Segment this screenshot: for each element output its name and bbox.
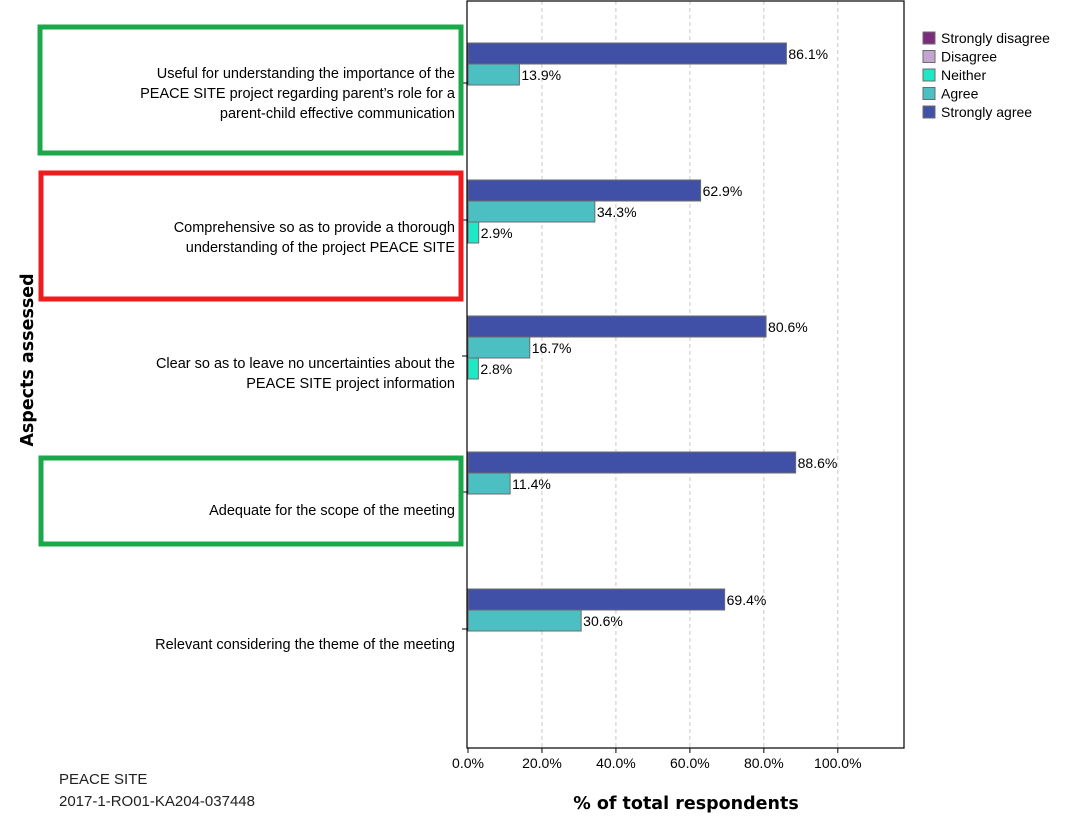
bar <box>467 336 531 359</box>
x-tick-label: 60.0% <box>670 755 710 771</box>
highlight-box-green <box>38 455 464 547</box>
x-tick-label: 80.0% <box>744 755 784 771</box>
bar <box>467 63 520 86</box>
x-tick-label: 0.0% <box>452 755 484 771</box>
highlight-boxes <box>37 24 464 547</box>
data-label: 2.8% <box>480 361 512 377</box>
legend-label: Agree <box>941 86 979 102</box>
data-label: 69.4% <box>727 592 767 608</box>
highlight-box-red <box>38 170 464 302</box>
legend-swatch <box>922 105 936 119</box>
data-label: 13.9% <box>521 67 561 83</box>
bar <box>467 200 596 223</box>
bar <box>467 179 702 202</box>
bar <box>467 609 582 632</box>
category-label: Adequate for the scope of the meeting <box>209 503 455 519</box>
category-label: Clear so as to leave no uncertainties ab… <box>156 356 455 372</box>
x-ticks: 0.0% 20.0% 40.0% 60.0% 80.0% 100.0% <box>452 748 862 771</box>
legend-swatch <box>922 68 936 82</box>
bar <box>467 221 480 244</box>
category-label: PEACE SITE project regarding parent’s ro… <box>140 86 456 102</box>
category-label: Comprehensive so as to provide a thoroug… <box>174 220 455 236</box>
data-label: 88.6% <box>798 455 838 471</box>
legend-swatch <box>922 87 936 100</box>
y-axis-title: Aspects assessed <box>18 273 38 446</box>
highlight-box-green <box>37 24 464 156</box>
category-label: parent-child effective communication <box>220 106 455 122</box>
gridlines <box>541 1 839 748</box>
legend: Strongly disagree Disagree Neither Agree Str… <box>922 30 1050 120</box>
legend-label: Disagree <box>941 49 997 65</box>
legend-swatch <box>922 50 936 63</box>
category-labels: Useful for understanding the importance … <box>140 66 468 653</box>
bar <box>467 588 726 611</box>
legend-label: Strongly agree <box>941 104 1032 120</box>
footer-project-name: PEACE SITE <box>59 771 148 788</box>
category-label: Useful for understanding the importance … <box>157 66 455 82</box>
data-label: 86.1% <box>788 46 828 62</box>
data-label: 16.7% <box>532 340 572 356</box>
bar <box>467 451 797 474</box>
bar <box>467 42 787 65</box>
x-tick-label: 40.0% <box>596 755 636 771</box>
bar <box>467 472 511 495</box>
data-label: 11.4% <box>512 476 551 492</box>
legend-label: Strongly disagree <box>941 30 1050 46</box>
x-tick-label: 100.0% <box>814 755 861 771</box>
legend-label: Neither <box>941 67 986 83</box>
bar <box>467 357 479 380</box>
footer-project-code: 2017-1-RO01-KA204-037448 <box>59 793 255 810</box>
data-label: 62.9% <box>703 183 743 199</box>
category-label: understanding of the project PEACE SITE <box>186 240 456 256</box>
plot-frame <box>466 0 905 749</box>
x-axis-title: % of total respondents <box>573 794 799 814</box>
legend-swatch <box>922 31 936 45</box>
x-tick-label: 20.0% <box>522 755 562 771</box>
data-label: 80.6% <box>768 319 808 335</box>
category-label: Relevant considering the theme of the me… <box>155 637 455 653</box>
data-label: 34.3% <box>597 204 637 220</box>
bar <box>467 315 767 338</box>
data-label: 30.6% <box>583 613 623 629</box>
bars: 86.1% 13.9% 62.9% 34.3% 2.9% 80.6% 16.7% 2.8% 88… <box>467 42 838 632</box>
data-label: 2.9% <box>481 225 513 241</box>
category-label: PEACE SITE project information <box>246 376 455 392</box>
